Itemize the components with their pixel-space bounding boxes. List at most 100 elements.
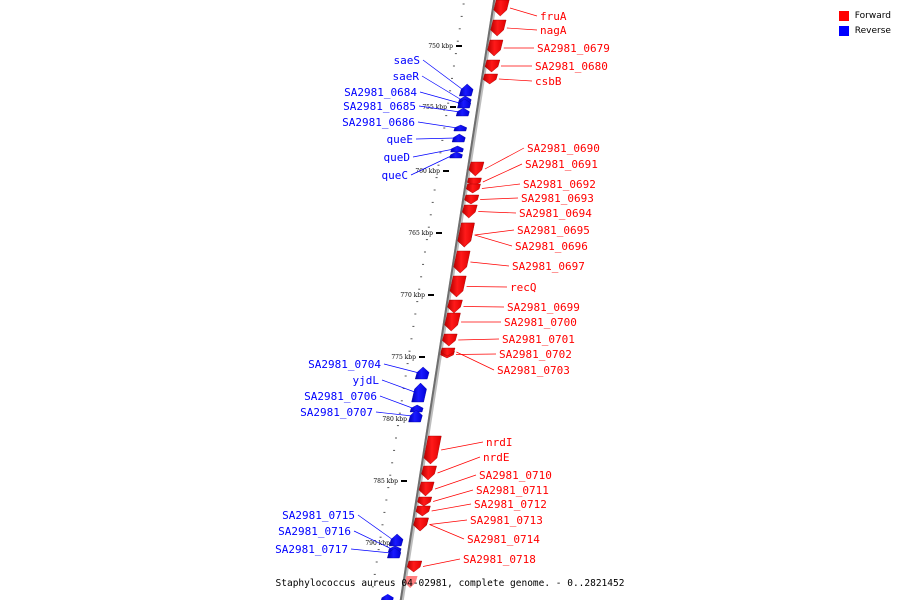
gene-label-sa2981-0702: SA2981_0702 <box>499 348 572 361</box>
gene-label-saes: saeS <box>394 54 421 67</box>
gene-label-yjdl: yjdL <box>353 374 380 387</box>
gene-leader-line <box>421 75 462 101</box>
gene-label-sa2981-0679: SA2981_0679 <box>537 42 610 55</box>
gene-sa2981-0680 <box>484 59 501 73</box>
gene-leader-line <box>375 411 413 417</box>
backbone-line <box>399 0 496 600</box>
gene-leader-line <box>410 154 454 176</box>
gene-label-sa2981-0692: SA2981_0692 <box>523 178 596 191</box>
gene-unlabeled <box>381 594 394 600</box>
gene-sa2981-0693 <box>464 194 480 205</box>
gene-sa2981-0692 <box>465 183 481 194</box>
gene-leader-line <box>353 530 392 550</box>
genome-caption: Staphylococcus aureus 04-02981, complete… <box>275 578 625 589</box>
legend-reverse: Reverse <box>838 23 891 38</box>
gene-leader-line <box>434 474 477 490</box>
legend-reverse-label: Reverse <box>854 25 891 36</box>
gene-leader-line <box>431 503 472 512</box>
gene-label-sa2981-0713: SA2981_0713 <box>470 514 543 527</box>
gene-sa2981-0707 <box>408 409 423 423</box>
gene-label-sa2981-0704: SA2981_0704 <box>308 358 381 371</box>
gene-label-sa2981-0680: SA2981_0680 <box>535 60 608 73</box>
gene-label-sa2981-0699: SA2981_0699 <box>507 301 580 314</box>
gene-sa2981-0701 <box>442 333 458 347</box>
gene-nrdi <box>423 435 442 465</box>
gene-leader-line <box>466 286 508 288</box>
gene-leader-line <box>463 306 505 308</box>
gene-leader-line <box>429 524 465 540</box>
legend: Forward Reverse <box>838 8 891 38</box>
gene-leader-line <box>456 351 495 371</box>
gene-leader-line <box>480 197 519 200</box>
scale-label: 770 kbp <box>400 292 425 299</box>
gene-leader-line <box>418 105 460 113</box>
gene-nrde <box>421 465 437 481</box>
gene-sa2981-0703 <box>440 347 456 357</box>
gene-leader-line <box>470 261 510 267</box>
gene-sa2981-0679 <box>487 39 504 57</box>
gene-label-sa2981-0701: SA2981_0701 <box>502 333 575 346</box>
scale-label: 775 kbp <box>391 354 416 361</box>
gene-label-sa2981-0712: SA2981_0712 <box>474 498 547 511</box>
gene-label-sa2981-0717: SA2981_0717 <box>275 543 348 556</box>
gene-label-sa2981-0711: SA2981_0711 <box>476 484 549 497</box>
gene-label-naga: nagA <box>540 24 567 37</box>
gene-sa2981-0700 <box>444 312 461 332</box>
gene-sa2981-0699 <box>447 299 463 314</box>
gene-label-sa2981-0696: SA2981_0696 <box>515 240 588 253</box>
gene-leader-line <box>419 91 462 104</box>
gene-label-sa2981-0694: SA2981_0694 <box>519 207 592 220</box>
scale-label: 750 kbp <box>428 43 453 50</box>
gene-label-sa2981-0716: SA2981_0716 <box>278 525 351 538</box>
gene-leader-line <box>357 514 394 541</box>
gene-label-sa2981-0684: SA2981_0684 <box>344 86 417 99</box>
gene-label-saer: saeR <box>393 70 420 83</box>
gene-label-nrde: nrdE <box>483 451 510 464</box>
gene-quee <box>451 133 466 143</box>
gene-leader-line <box>350 548 392 554</box>
gene-sa2981-0697 <box>453 250 471 274</box>
gene-unlabeled <box>404 576 418 588</box>
gene-label-nrdi: nrdI <box>486 436 513 449</box>
gene-label-sa2981-0714: SA2981_0714 <box>467 533 540 546</box>
legend-forward-label: Forward <box>854 10 891 21</box>
reverse-swatch <box>838 25 849 36</box>
gene-leader-line <box>381 379 417 393</box>
genes <box>381 0 510 600</box>
gene-leader-line <box>509 7 538 17</box>
gene-leader-line <box>481 183 521 189</box>
gene-leader-line <box>474 229 515 236</box>
gene-leader-line <box>437 456 481 474</box>
gene-leader-line <box>379 395 414 409</box>
gene-label-sa2981-0715: SA2981_0715 <box>282 509 355 522</box>
gene-label-sa2981-0686: SA2981_0686 <box>342 116 415 129</box>
gene-leader-line <box>506 27 538 31</box>
gene-yjdl <box>411 382 427 403</box>
gene-frua <box>493 0 510 17</box>
gene-leader-line <box>441 441 484 451</box>
scale-label: 760 kbp <box>415 168 440 175</box>
scale-ticks: 750 kbp 755 kbp 760 kbp 765 kbp 770 kbp 775 k… <box>365 3 465 588</box>
forward-swatch <box>838 10 849 21</box>
gene-label-sa2981-0690: SA2981_0690 <box>527 142 600 155</box>
gene-sa2981-0717 <box>387 547 402 559</box>
gene-leader-line <box>415 137 456 140</box>
gene-label-sa2981-0693: SA2981_0693 <box>521 192 594 205</box>
scale-label: 785 kbp <box>373 478 398 485</box>
gene-label-sa2981-0695: SA2981_0695 <box>517 224 590 237</box>
gene-leader-line <box>456 353 497 355</box>
gene-label-qued: queD <box>384 151 411 164</box>
gene-sa2981-0712 <box>415 505 431 517</box>
gene-recq <box>449 275 467 298</box>
gene-naga <box>490 19 507 37</box>
gene-sa2981-0718 <box>406 560 423 573</box>
gene-sa2981-0686 <box>453 124 467 132</box>
gene-sa2981-0685 <box>455 107 470 117</box>
gene-label-quee: queE <box>387 133 414 146</box>
genome-backbone <box>399 0 498 600</box>
gene-label-sa2981-0707: SA2981_0707 <box>300 406 373 419</box>
gene-sa2981-0704 <box>414 366 430 380</box>
gene-label-sa2981-0697: SA2981_0697 <box>512 260 585 273</box>
